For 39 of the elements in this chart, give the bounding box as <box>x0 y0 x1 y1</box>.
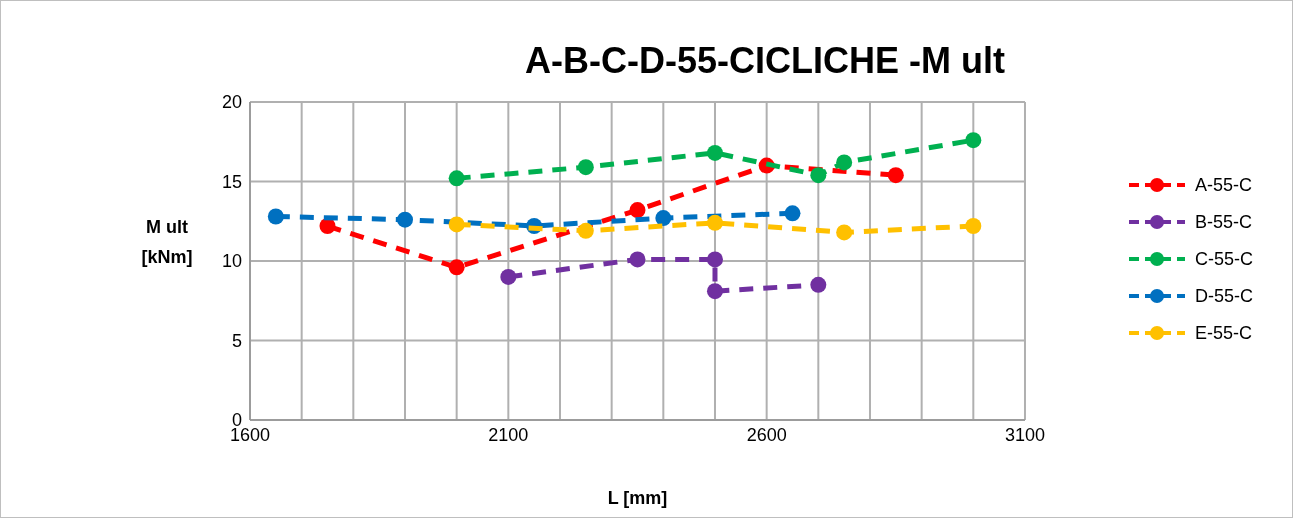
point <box>706 251 723 268</box>
point <box>706 214 723 231</box>
point <box>448 170 465 187</box>
point <box>836 224 853 241</box>
point <box>267 208 284 225</box>
legend-label: D-55-C <box>1194 285 1253 307</box>
point <box>629 251 646 268</box>
point <box>448 216 465 233</box>
x-axis-title: L [mm] <box>606 488 669 509</box>
y-tick-label: 5 <box>231 330 242 351</box>
point <box>965 218 982 235</box>
point <box>397 211 413 228</box>
legend-label: A-55-C <box>1194 174 1252 196</box>
x-tick-label: 2600 <box>746 424 787 445</box>
legend-label: E-55-C <box>1194 322 1252 344</box>
point <box>810 167 827 184</box>
y-axis-title: M ult [kNm] <box>140 216 194 269</box>
y-tick-label: 15 <box>221 171 242 192</box>
point <box>629 202 646 219</box>
y-tick-label: 20 <box>221 92 242 113</box>
point <box>810 276 827 293</box>
point <box>448 259 465 276</box>
point <box>500 268 517 285</box>
point <box>965 132 982 149</box>
point <box>577 222 594 239</box>
x-tick-label: 3100 <box>1004 424 1046 445</box>
point <box>784 205 801 222</box>
point <box>887 167 904 184</box>
legend-label: B-55-C <box>1194 211 1252 233</box>
legend-label: C-55-C <box>1194 248 1253 270</box>
chart-title: A-B-C-D-55-CICLICHE -M ult <box>524 40 1006 82</box>
point <box>706 283 723 300</box>
point <box>319 218 336 235</box>
point <box>655 210 672 227</box>
point <box>577 159 594 176</box>
x-tick-label: 2100 <box>488 424 529 445</box>
point <box>836 154 853 171</box>
point <box>706 144 723 161</box>
y-tick-label: 10 <box>221 251 242 272</box>
